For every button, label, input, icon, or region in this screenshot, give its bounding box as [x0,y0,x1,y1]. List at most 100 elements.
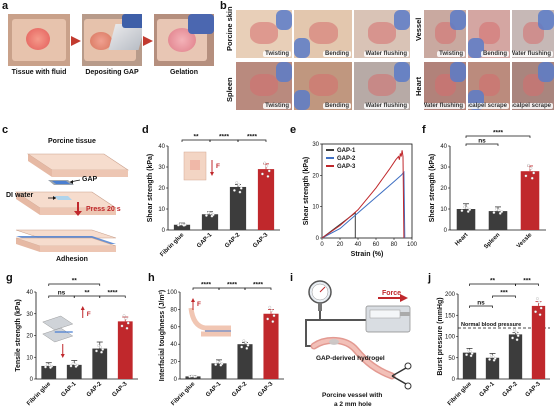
data-point [177,223,180,227]
data-point [240,345,244,349]
y-tick-label: 0 [452,377,456,383]
data-point [488,358,491,361]
inset-peel-strip [188,307,231,331]
data-point [44,365,47,369]
data-point [537,300,541,304]
data-point [465,353,468,357]
photo-heart-3: scalpel scrape [512,62,554,110]
x-tick-label: GAP-2 [502,381,520,399]
inset-block-bottom [42,327,74,343]
y-tick-label: 0 [444,228,448,234]
data-point [514,330,518,334]
data-point [268,305,272,309]
photo-heart-2: scalpel scrape [468,62,510,110]
label-press: Press 20 s [86,206,121,213]
x-tick-label: GAP-2 [231,381,249,399]
panel-letter-e: e [290,124,296,136]
bar-gap-2 [92,348,108,379]
significance-label: ** [72,278,78,285]
y-tick-label: 40 [26,290,33,296]
significance-bracket [492,295,516,298]
data-point [467,348,470,352]
significance-label: **** [201,282,212,289]
data-point [530,176,534,180]
data-point [238,190,242,194]
label-gap-hydrogel: GAP-derived hydrogel [316,355,385,362]
x-tick-label: GAP-1 [479,381,497,399]
y-tick-label: 200 [445,292,456,298]
bar-gap-1 [485,357,500,379]
data-point [468,208,472,211]
y-tick-label: 0 [174,377,178,383]
x-tick-label: GAP-3 [257,381,275,399]
panel-letter-i: i [290,272,294,284]
photo-tag: Bending [323,103,351,109]
panel-letter-h: h [148,272,155,284]
x-tick-label: Fibrin glue [170,381,196,407]
data-point [246,343,250,347]
data-point [219,363,223,367]
y-tick-label: 20 [26,334,33,340]
plot-frame [321,143,413,239]
data-point [216,360,220,364]
significance-label: **** [227,282,238,289]
photo-spleen-3: Water flushing [354,62,410,110]
bar-gap-2 [237,344,253,379]
data-point [266,317,270,321]
arrow-down-icon [60,354,65,358]
label-gap: GAP [82,176,98,183]
data-point [460,209,464,213]
significance-bracket [237,139,267,142]
x-axis-label: Strain (%) [351,251,384,258]
y-tick-label: 10 [158,207,165,213]
data-point [49,366,52,369]
panel-letter-a: a [2,0,9,12]
group-label-heart: Heart [414,76,423,96]
x-tick-label: GAP-3 [252,232,270,250]
adhesion-schematic [15,153,129,252]
panel-letter-b: b [220,0,227,12]
photo-porcine-skin-2: Bending [294,10,352,58]
group-label-vessel: Vessel [414,17,423,41]
photo-tag: scalpel scrape [512,103,553,109]
y-tick-label: 100 [445,335,456,341]
y-tick-label: 100 [167,290,178,296]
x-tick-label: GAP-1 [196,232,214,250]
data-point [529,166,533,170]
y-axis-label: Interfacial toughness (J/m²) [159,290,166,381]
x-tick-label: GAP-2 [224,232,242,250]
reference-line-label: Normal blood pressure [461,322,521,328]
significance-label: ns [477,300,485,307]
data-point [124,317,128,320]
data-point [205,214,208,217]
inset-force-label: F [87,311,91,318]
photo-tag: Water flushing [424,103,465,109]
caption-gelation: Gelation [169,69,198,76]
significance-bracket [244,287,272,290]
y-tick-label: 20 [312,173,319,179]
y-tick-label: 10 [26,355,33,361]
y-axis-label: Shear strength (kPa) [429,154,436,222]
significance-bracket [465,143,499,146]
data-point [244,341,248,344]
data-point [182,224,186,227]
y-axis-label: Shear strength (kPa) [303,157,310,225]
panel-letter-d: d [142,124,149,136]
x-tick-label: GAP-1 [205,381,223,399]
y-tick-label: 50 [448,356,455,362]
photo-tag: Bending [481,51,509,57]
data-point [500,210,504,214]
panel-letter-c: c [2,124,9,136]
chart-svg: g 0 10 20 30 40 Tensile strength (kPa) Fibrin g… [6,272,138,407]
significance-label: **** [219,134,230,141]
y-tick-label: 10 [312,205,319,211]
y-tick-label: 40 [440,144,447,150]
data-point [536,297,539,300]
data-point [272,314,276,318]
x-tick-label: GAP-3 [111,381,129,399]
data-point [492,211,496,214]
bar-vessle [520,171,540,230]
photo-tag: Twisting [263,103,291,109]
label-force: Force [382,290,402,297]
